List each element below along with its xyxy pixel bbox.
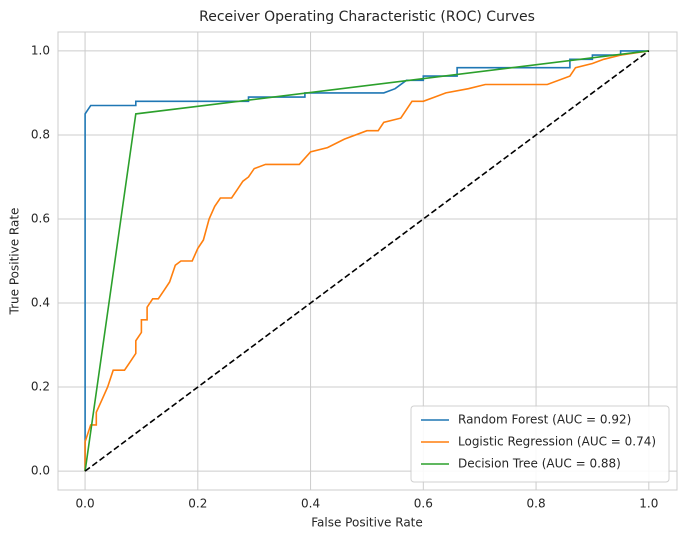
- x-tick-label: 0.0: [76, 497, 95, 511]
- legend-label: Logistic Regression (AUC = 0.74): [458, 435, 656, 449]
- x-tick-label: 1.0: [639, 497, 658, 511]
- legend-label: Decision Tree (AUC = 0.88): [458, 457, 621, 471]
- y-tick-label: 1.0: [31, 43, 50, 57]
- plot-frame: [57, 31, 678, 491]
- chart-title: Receiver Operating Characteristic (ROC) …: [199, 9, 535, 25]
- y-tick-label: 0.6: [31, 211, 50, 225]
- x-tick-label: 0.2: [188, 497, 207, 511]
- y-tick-label: 0.4: [31, 296, 50, 310]
- legend-label: Random Forest (AUC = 0.92): [458, 413, 631, 427]
- diagonal-line: [84, 50, 650, 472]
- y-axis-label: True Positive Rate: [8, 208, 22, 316]
- x-axis-label: False Positive Rate: [311, 516, 423, 530]
- x-tick-label: 0.4: [301, 497, 320, 511]
- x-tick-label: 0.6: [414, 497, 433, 511]
- y-tick-label: 0.8: [31, 127, 50, 141]
- roc-curve: [84, 50, 649, 472]
- x-tick-label: 0.8: [527, 497, 546, 511]
- y-tick-label: 0.0: [31, 464, 50, 478]
- y-tick-label: 0.2: [31, 380, 50, 394]
- roc-curve: [84, 50, 649, 472]
- legend-box: [410, 405, 670, 483]
